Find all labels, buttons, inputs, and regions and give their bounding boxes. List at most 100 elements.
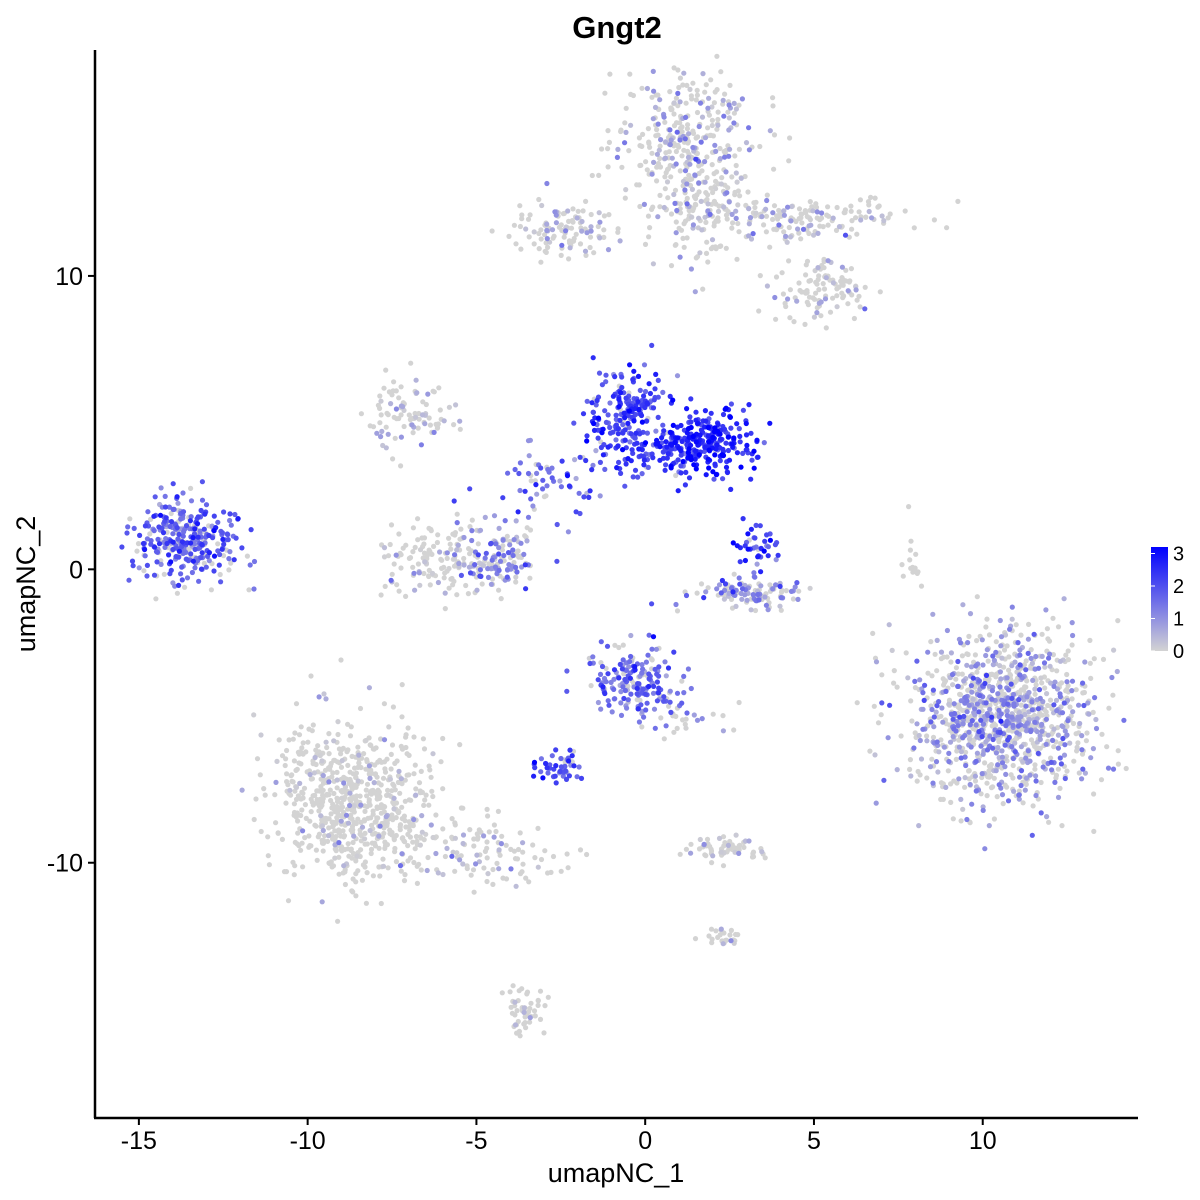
data-point [557, 768, 563, 775]
data-point [970, 675, 976, 681]
data-point [523, 226, 529, 232]
data-point [726, 153, 732, 159]
data-point [1025, 636, 1031, 642]
data-point [715, 122, 721, 128]
data-point [675, 103, 681, 109]
data-point [657, 143, 663, 149]
data-point [709, 117, 716, 123]
data-point [700, 71, 706, 77]
data-point [833, 227, 840, 233]
data-point [643, 659, 650, 665]
data-point [389, 392, 395, 398]
data-point [959, 671, 965, 677]
data-point [701, 595, 707, 601]
data-point [591, 250, 597, 256]
data-point [684, 406, 690, 412]
data-point [717, 145, 723, 152]
data-point [534, 491, 540, 497]
data-point [1070, 720, 1077, 727]
data-point [941, 744, 948, 750]
data-point [953, 676, 959, 682]
data-point [536, 246, 542, 252]
data-point [563, 768, 569, 774]
data-point [980, 751, 986, 757]
data-point [856, 293, 862, 299]
data-point [985, 658, 991, 664]
data-point [531, 229, 537, 235]
data-point [682, 482, 689, 488]
data-point [646, 671, 652, 677]
data-point [659, 435, 665, 441]
data-point [689, 186, 696, 192]
data-point [538, 227, 544, 233]
data-point [422, 421, 428, 427]
data-point [986, 632, 993, 638]
data-point [1001, 647, 1008, 653]
data-point [885, 735, 891, 741]
data-point [770, 586, 776, 592]
data-point [595, 435, 601, 441]
data-point [714, 87, 720, 93]
data-point [328, 859, 334, 865]
data-point [706, 439, 712, 445]
data-point [1011, 703, 1017, 709]
data-point [924, 775, 930, 781]
data-point [151, 572, 158, 578]
data-point [188, 498, 195, 504]
data-point [693, 255, 699, 261]
data-point [290, 779, 296, 785]
data-point [725, 447, 732, 454]
data-point [397, 863, 404, 869]
data-point [607, 430, 614, 436]
data-point [184, 556, 190, 562]
data-point [732, 153, 738, 159]
data-point [482, 514, 488, 521]
data-point [681, 221, 687, 227]
data-point [650, 405, 657, 411]
data-point [174, 494, 180, 500]
data-point [663, 150, 669, 156]
data-point [1055, 745, 1061, 751]
data-point [330, 801, 336, 807]
data-point [962, 775, 968, 781]
data-point [605, 698, 611, 704]
data-point [158, 561, 164, 568]
data-point [678, 470, 684, 476]
data-point [950, 734, 956, 740]
data-point [955, 683, 961, 690]
data-point [681, 690, 687, 696]
data-point [399, 835, 405, 842]
data-point [1037, 733, 1043, 739]
data-point [739, 96, 746, 102]
data-point [775, 552, 781, 558]
data-point [382, 769, 389, 775]
data-point [389, 742, 396, 748]
data-point [367, 423, 373, 429]
data-point [467, 827, 473, 833]
data-point [336, 827, 342, 833]
data-point [311, 770, 317, 776]
data-point [1123, 765, 1129, 772]
data-point [684, 126, 691, 132]
data-point [364, 781, 371, 787]
data-point [1047, 663, 1053, 669]
data-point [699, 168, 705, 174]
data-point [195, 534, 201, 540]
data-point [623, 187, 629, 193]
data-point [661, 114, 667, 120]
data-point [814, 215, 820, 221]
data-point [376, 833, 382, 839]
data-point [649, 646, 655, 652]
data-point [427, 767, 433, 773]
data-point [283, 869, 290, 875]
data-point [453, 402, 459, 408]
data-point [688, 396, 694, 402]
data-point [593, 402, 599, 408]
data-point [720, 713, 726, 719]
data-point [662, 659, 668, 665]
data-point [353, 879, 359, 885]
data-point [410, 549, 416, 555]
data-point [528, 496, 534, 502]
data-point [946, 697, 953, 703]
data-point [219, 546, 225, 552]
